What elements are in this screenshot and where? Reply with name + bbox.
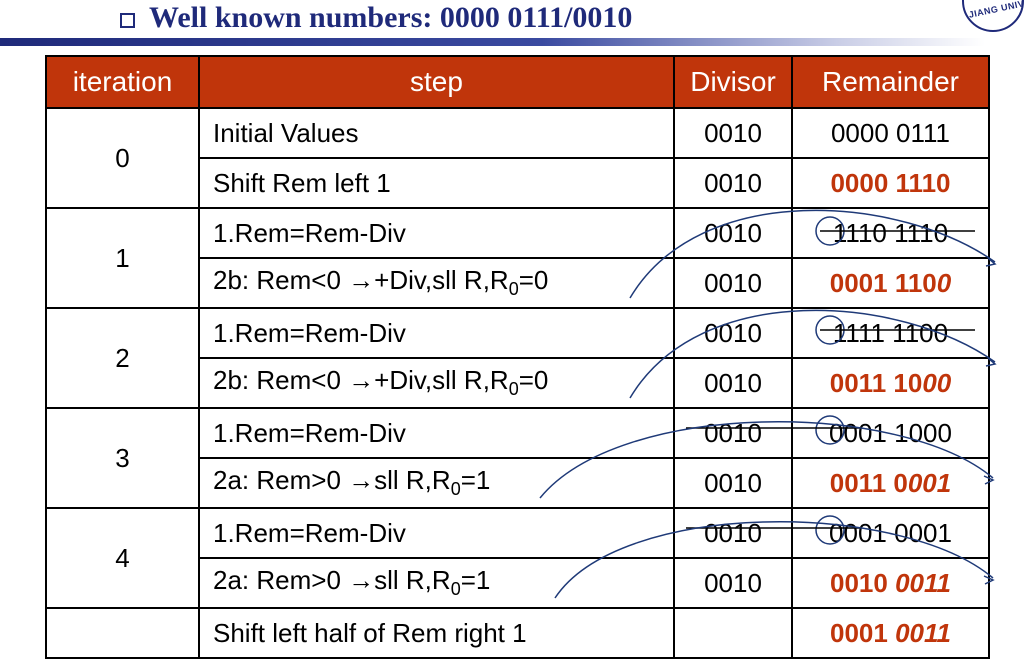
remainder-cell: 0001 0001 [791, 507, 990, 559]
header-iteration: iteration [45, 55, 200, 109]
table-row: 3 1.Rem=Rem-Div 0010 0001 1000 [45, 407, 990, 509]
table-row: 2 1.Rem=Rem-Div 0010 1111 1100 [45, 307, 990, 409]
divisor-cell: 0010 [673, 357, 793, 409]
step-cell: 2b: Rem<0 →+Div,sll R,R0=0 [198, 257, 675, 309]
table-header-row: iteration step Divisor Remainder [45, 55, 990, 109]
remainder-bold: 0011 0 [829, 467, 908, 498]
slide-title: Well known numbers: 0000 0111/0010 [149, 1, 633, 34]
square-bullet-icon [120, 12, 135, 28]
step-cell: 1.Rem=Rem-Div [198, 507, 675, 559]
step-subscript: 0 [450, 579, 461, 600]
remainder-cell: 0011 1000 [791, 357, 990, 409]
header-remainder: Remainder [791, 55, 990, 109]
step-subscript: 0 [508, 379, 519, 400]
step-cell: Initial Values [198, 107, 675, 159]
step-prefix: 2a: Rem>0 →sll R,R [213, 565, 451, 596]
remainder-bold: 0001 110 [829, 267, 937, 298]
step-subscript: 0 [450, 479, 461, 500]
step-cell: 2b: Rem<0 →+Div,sll R,R0=0 [198, 357, 675, 409]
remainder-bold: 0001 [830, 617, 896, 648]
divisor-cell [673, 607, 793, 659]
divisor-cell: 0010 [673, 207, 793, 259]
remainder-cell: 1111 1100 [791, 307, 990, 359]
table-row: 0 Initial Values 0010 0000 0111 [45, 107, 990, 209]
step-suffix: =1 [460, 565, 491, 596]
iteration-cell: 2 [45, 307, 200, 409]
header-divisor: Divisor [673, 55, 793, 109]
remainder-cell: 0001 0011 [791, 607, 990, 659]
iteration-cell: 1 [45, 207, 200, 309]
remainder-cell: 0000 1110 [791, 157, 990, 209]
table-row: 4 1.Rem=Rem-Div 0010 0001 0001 [45, 507, 990, 609]
divisor-cell: 0010 [673, 307, 793, 359]
remainder-cell: 1110 1110 [791, 207, 990, 259]
header-step: step [198, 55, 675, 109]
remainder-italic: 00 [922, 367, 952, 398]
step-cell: Shift Rem left 1 [198, 157, 675, 209]
remainder-bold: 0000 1110 [830, 167, 951, 198]
step-suffix: =0 [518, 365, 549, 396]
title-underline-bar [0, 38, 985, 46]
table-row: 1 1.Rem=Rem-Div 0010 1110 1110 [45, 207, 990, 309]
remainder-cell: 0010 0011 [791, 557, 990, 609]
iteration-cell: 4 [45, 507, 200, 609]
step-suffix: =1 [460, 465, 491, 496]
step-prefix: 2b: Rem<0 →+Div,sll R,R [213, 265, 509, 296]
divisor-cell: 0010 [673, 157, 793, 209]
table-row: Shift Rem left 1 0010 0000 1110 [46, 157, 990, 209]
remainder-italic: 0 [936, 267, 952, 298]
step-suffix: =0 [518, 265, 549, 296]
step-cell: Shift left half of Rem right 1 [198, 607, 675, 659]
division-steps-table: iteration step Divisor Remainder 0 Initi… [45, 55, 990, 659]
step-subscript: 0 [508, 279, 519, 300]
divisor-cell: 0010 [673, 107, 793, 159]
remainder-bold: 0011 10 [829, 367, 923, 398]
divisor-cell: 0010 [673, 407, 793, 459]
title-row: Well known numbers: 0000 0111/0010 [120, 0, 632, 36]
step-cell: 1.Rem=Rem-Div [198, 407, 675, 459]
remainder-italic: 0011 [895, 617, 951, 648]
step-prefix: 2b: Rem<0 →+Div,sll R,R [213, 365, 509, 396]
remainder-bold: 0010 [830, 567, 896, 598]
step-cell: 1.Rem=Rem-Div [198, 207, 675, 259]
university-seal-logo: 1897 JIANG UNIVERS [962, 0, 1024, 32]
remainder-cell: 0011 0001 [791, 457, 990, 509]
remainder-italic: 001 [907, 467, 952, 498]
divisor-cell: 0010 [673, 507, 793, 559]
remainder-italic: 0011 [895, 567, 951, 598]
iteration-cell [45, 607, 200, 659]
iteration-cell: 3 [45, 407, 200, 509]
divisor-cell: 0010 [673, 557, 793, 609]
divisor-cell: 0010 [673, 257, 793, 309]
remainder-cell: 0001 1100 [791, 257, 990, 309]
step-prefix: 2a: Rem>0 →sll R,R [213, 465, 451, 496]
step-cell: 2a: Rem>0 →sll R,R0=1 [198, 457, 675, 509]
divisor-cell: 0010 [673, 457, 793, 509]
iteration-cell: 0 [45, 107, 200, 209]
table-row: Shift left half of Rem right 1 0001 0011 [45, 607, 990, 659]
remainder-cell: 0001 1000 [791, 407, 990, 459]
remainder-cell: 0000 0111 [791, 107, 990, 159]
step-cell: 2a: Rem>0 →sll R,R0=1 [198, 557, 675, 609]
step-cell: 1.Rem=Rem-Div [198, 307, 675, 359]
